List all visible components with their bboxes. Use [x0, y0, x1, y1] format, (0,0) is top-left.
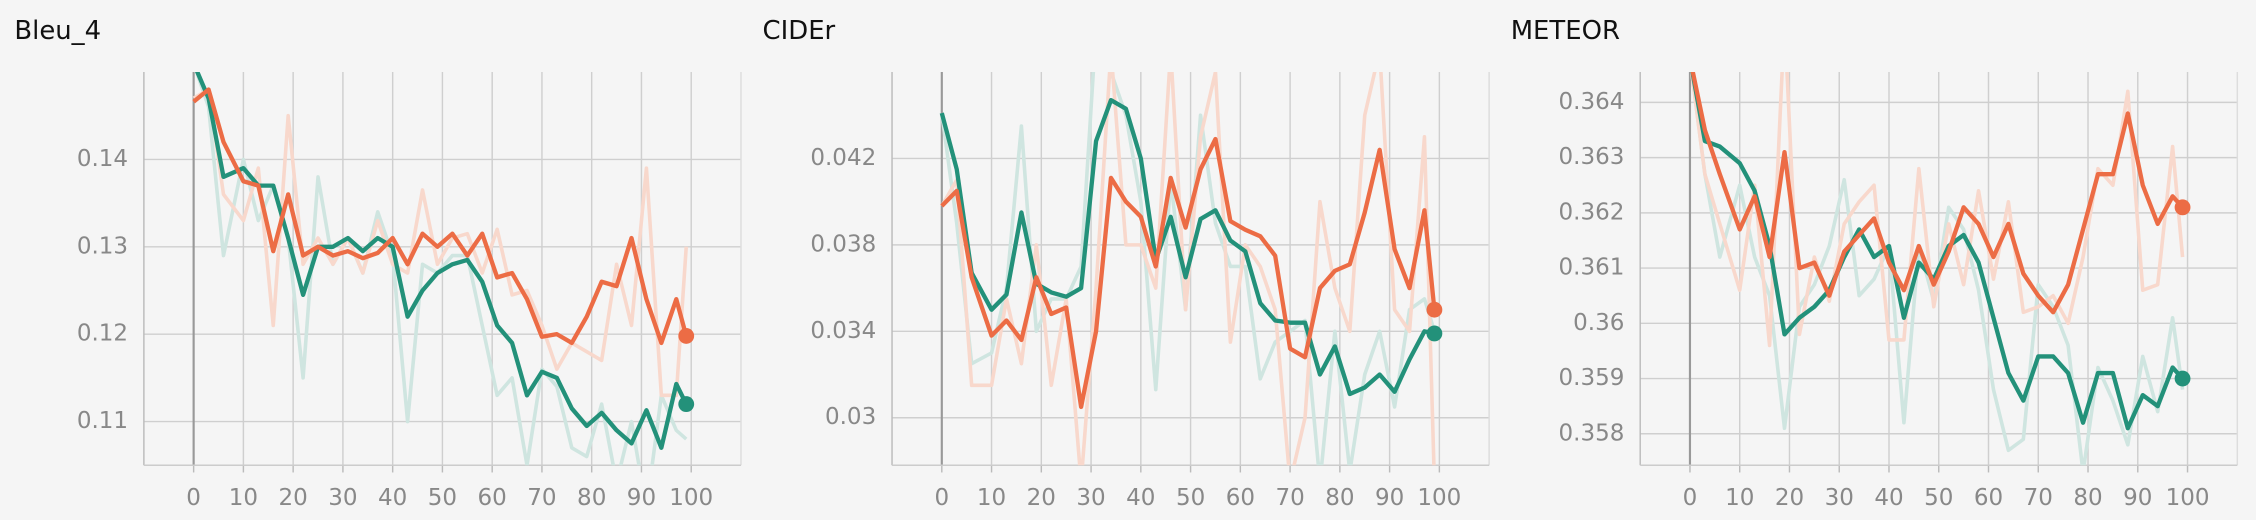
plot-lines	[192, 72, 689, 466]
y-tick-label: 0.363	[1559, 144, 1625, 170]
x-tick-label: 30	[1076, 485, 1105, 511]
series-line	[1690, 72, 2185, 315]
chart-title: Bleu_4	[14, 16, 101, 46]
x-tick-label: 100	[1417, 485, 1461, 511]
x-tick-label: 30	[1825, 485, 1854, 511]
x-tick-label: 40	[378, 485, 407, 511]
x-tick-label: 80	[577, 485, 606, 511]
end-marker	[678, 328, 695, 344]
series-line	[1689, 72, 2185, 466]
y-tick-label: 0.03	[825, 404, 876, 430]
y-tick-label: 0.359	[1559, 365, 1625, 391]
y-tick-label: 0.14	[77, 146, 128, 172]
x-tick-label: 80	[2073, 485, 2102, 511]
x-tick-label: 10	[229, 485, 258, 511]
x-tick-label: 20	[279, 485, 308, 511]
x-tick-label: 20	[1027, 485, 1056, 511]
x-tick-label: 50	[1176, 485, 1205, 511]
x-tick-label: 0	[186, 485, 201, 511]
chart-panel: CIDEr 0.03 0.034 0.038 0.042 0 10 20 30 40 50 60 70 8…	[763, 16, 1490, 511]
end-marker	[2174, 199, 2191, 216]
end-marker	[2174, 370, 2191, 387]
y-tick-label: 0.042	[810, 145, 876, 171]
x-tick-label: 40	[1874, 485, 1903, 511]
x-tick-label: 100	[2166, 485, 2210, 511]
series-line	[939, 97, 1435, 397]
y-tick-label: 0.11	[77, 408, 128, 434]
y-tick-label: 0.034	[810, 318, 876, 344]
x-tick-label: 70	[527, 485, 556, 511]
series-line	[1689, 72, 2185, 348]
x-tick-label: 50	[1924, 485, 1953, 511]
y-tick-label: 0.13	[77, 233, 128, 259]
series-line	[1690, 72, 2185, 431]
series-line	[940, 136, 1437, 410]
y-tick-label: 0.12	[77, 321, 128, 347]
x-tick-label: 30	[328, 485, 357, 511]
x-tick-label: 90	[1375, 485, 1404, 511]
chart-title: CIDEr	[763, 16, 836, 46]
x-tick-label: 80	[1325, 485, 1354, 511]
y-tick-label: 0.038	[810, 231, 876, 257]
y-tick-label: 0.358	[1559, 420, 1625, 446]
x-tick-label: 60	[1974, 485, 2003, 511]
y-tick-label: 0.361	[1559, 255, 1625, 281]
x-tick-label: 20	[1775, 485, 1804, 511]
chart-title: METEOR	[1511, 16, 1620, 46]
x-tick-label: 90	[2123, 485, 2152, 511]
x-tick-label: 100	[669, 485, 713, 511]
chart-panel: Bleu_4 0.11 0.12 0.13 0.14 0 10 20 30 40 50 60 70 80 9…	[14, 16, 742, 511]
x-tick-label: 0	[1683, 485, 1698, 511]
x-tick-label: 40	[1126, 485, 1155, 511]
end-marker	[1426, 301, 1443, 318]
series-line	[195, 72, 689, 450]
x-tick-label: 0	[934, 485, 949, 511]
end-marker	[1426, 325, 1443, 342]
x-tick-label: 60	[1226, 485, 1255, 511]
series-line	[192, 87, 689, 346]
y-tick-label: 0.36	[1573, 310, 1624, 336]
x-tick-label: 70	[2024, 485, 2053, 511]
chart-panel: METEOR 0.358 0.359 0.36 0.361 0.362 0.363 0.364…	[1511, 16, 2239, 511]
x-tick-label: 50	[428, 485, 457, 511]
x-tick-label: 10	[977, 485, 1006, 511]
end-marker	[678, 396, 695, 413]
plot-lines	[939, 72, 1437, 466]
x-tick-label: 60	[478, 485, 507, 511]
plot-lines	[1689, 72, 2185, 466]
x-tick-label: 90	[627, 485, 656, 511]
y-tick-label: 0.362	[1559, 199, 1625, 225]
x-tick-label: 10	[1725, 485, 1754, 511]
y-tick-label: 0.364	[1559, 89, 1625, 115]
x-tick-label: 70	[1275, 485, 1304, 511]
